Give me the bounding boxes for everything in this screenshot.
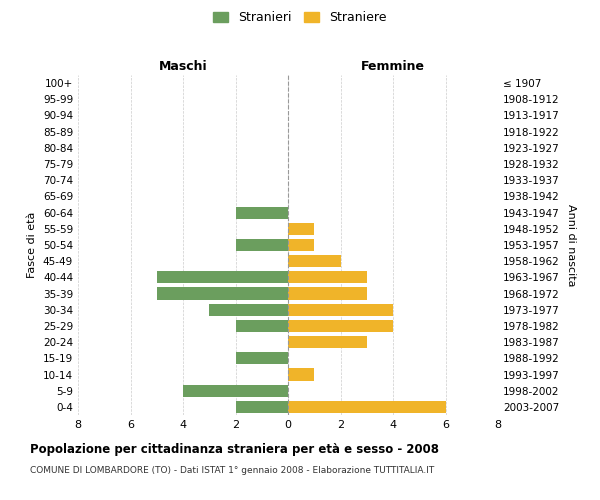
Bar [288, 368, 314, 380]
Bar [157, 288, 288, 300]
Text: Femmine: Femmine [361, 60, 425, 72]
Y-axis label: Anni di nascita: Anni di nascita [566, 204, 576, 286]
Bar [235, 401, 288, 413]
Bar [183, 384, 288, 397]
Bar [288, 288, 367, 300]
Bar [235, 352, 288, 364]
Bar [288, 320, 393, 332]
Bar [288, 304, 393, 316]
Bar [288, 239, 314, 251]
Bar [288, 222, 314, 235]
Text: COMUNE DI LOMBARDORE (TO) - Dati ISTAT 1° gennaio 2008 - Elaborazione TUTTITALIA: COMUNE DI LOMBARDORE (TO) - Dati ISTAT 1… [30, 466, 434, 475]
Bar [209, 304, 288, 316]
Bar [288, 401, 445, 413]
Legend: Stranieri, Straniere: Stranieri, Straniere [213, 11, 387, 24]
Bar [235, 320, 288, 332]
Text: Maschi: Maschi [158, 60, 208, 72]
Bar [288, 255, 341, 268]
Bar [288, 336, 367, 348]
Text: Popolazione per cittadinanza straniera per età e sesso - 2008: Popolazione per cittadinanza straniera p… [30, 442, 439, 456]
Bar [288, 272, 367, 283]
Y-axis label: Fasce di età: Fasce di età [28, 212, 37, 278]
Bar [157, 272, 288, 283]
Bar [235, 206, 288, 218]
Bar [235, 239, 288, 251]
